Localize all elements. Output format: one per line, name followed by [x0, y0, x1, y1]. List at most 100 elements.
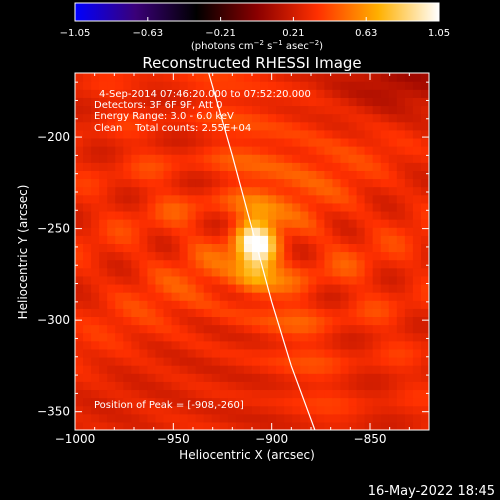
heatmap-cell: [276, 356, 285, 366]
heatmap-cell: [292, 283, 301, 293]
heatmap-cell: [99, 227, 108, 236]
heatmap-cell: [195, 97, 205, 107]
heatmap-cell: [219, 194, 229, 204]
heatmap-cell: [308, 113, 317, 123]
heatmap-cell: [268, 275, 277, 285]
heatmap-cell: [404, 283, 414, 293]
heatmap-cell: [107, 210, 116, 220]
heatmap-cell: [348, 243, 358, 253]
heatmap-cell: [252, 154, 261, 163]
heatmap-cell: [243, 154, 253, 163]
y-tick-labels: −200−250−300−350: [37, 130, 70, 419]
heatmap-cell: [404, 105, 414, 115]
heatmap-cell: [203, 373, 213, 382]
heatmap-cell: [187, 243, 197, 253]
heatmap-cell: [139, 219, 149, 228]
heatmap-cell: [219, 146, 229, 155]
heatmap-cell: [396, 129, 406, 139]
heatmap-cell: [356, 397, 366, 407]
heatmap-cell: [211, 413, 221, 423]
heatmap-cell: [83, 162, 92, 171]
heatmap-cell: [147, 113, 157, 123]
heatmap-cell: [139, 194, 149, 204]
heatmap-cell: [292, 413, 301, 423]
heatmap-cell: [284, 283, 293, 293]
heatmap-cell: [316, 194, 326, 204]
heatmap-cell: [187, 356, 197, 366]
heatmap-cell: [147, 340, 157, 350]
heatmap-cell: [203, 97, 213, 107]
heatmap-cell: [340, 405, 350, 415]
heatmap-cell: [155, 137, 165, 147]
heatmap-cell: [171, 121, 181, 131]
x-axis-label: Heliocentric X (arcsec): [179, 448, 315, 462]
heatmap-cell: [356, 146, 366, 155]
heatmap-cell: [324, 373, 334, 382]
heatmap-cell: [163, 81, 173, 90]
heatmap-cell: [356, 235, 366, 244]
heatmap-cell: [332, 300, 342, 309]
heatmap-cell: [332, 381, 342, 391]
heatmap-cell: [91, 73, 100, 82]
heatmap-cell: [123, 292, 132, 301]
heatmap-cell: [131, 194, 140, 204]
heatmap-cell: [396, 251, 406, 261]
heatmap-cell: [404, 73, 414, 82]
heatmap-cell: [324, 178, 334, 188]
heatmap-cell: [292, 267, 301, 277]
colorbar-tick-label: −0.21: [205, 28, 236, 39]
heatmap-cell: [227, 324, 237, 334]
heatmap-cell: [356, 194, 366, 204]
heatmap-cell: [211, 381, 221, 391]
heatmap-cell: [404, 292, 414, 301]
heatmap-cell: [420, 308, 429, 318]
x-tick-label: −1000: [55, 432, 96, 446]
heatmap-cell: [115, 146, 124, 155]
heatmap-cell: [219, 219, 229, 228]
heatmap-cell: [91, 300, 100, 309]
heatmap-cell: [195, 162, 205, 171]
heatmap-cell: [227, 413, 237, 423]
heatmap-cell: [372, 129, 382, 139]
heatmap-cell: [219, 316, 229, 326]
heatmap-cell: [243, 373, 253, 382]
heatmap-cell: [99, 113, 108, 123]
heatmap-cell: [276, 219, 285, 228]
heatmap-cell: [420, 389, 429, 399]
heatmap-cell: [227, 146, 237, 155]
heatmap-cell: [300, 137, 309, 147]
heatmap-cell: [171, 292, 181, 301]
heatmap-cell: [268, 73, 277, 82]
heatmap-cell: [91, 210, 100, 220]
heatmap-cell: [308, 129, 317, 139]
heatmap-cell: [420, 186, 429, 196]
heatmap-cell: [99, 97, 108, 107]
heatmap-cell: [211, 154, 221, 163]
heatmap-cell: [364, 202, 374, 212]
heatmap-cell: [99, 210, 108, 220]
heatmap-cell: [243, 332, 253, 342]
heatmap-cell: [211, 170, 221, 180]
heatmap-cell: [115, 365, 124, 374]
heatmap-cell: [300, 300, 309, 309]
heatmap-cell: [171, 421, 181, 430]
heatmap-cell: [75, 186, 84, 196]
footer-timestamp: 16-May-2022 18:45: [368, 484, 495, 499]
heatmap-cell: [252, 308, 261, 318]
heatmap-cell: [227, 89, 237, 98]
heatmap-cell: [147, 251, 157, 261]
heatmap-cell: [348, 292, 358, 301]
heatmap-cell: [179, 73, 189, 82]
heatmap-cell: [356, 162, 366, 171]
heatmap-cell: [252, 89, 261, 98]
heatmap-cell: [131, 146, 140, 155]
heatmap-cell: [75, 202, 84, 212]
heatmap-cell: [163, 259, 173, 269]
heatmap-cell: [171, 210, 181, 220]
heatmap-cell: [396, 275, 406, 285]
heatmap-cell: [187, 332, 197, 342]
heatmap-cell: [115, 405, 124, 415]
heatmap-cell: [300, 316, 309, 326]
heatmap-cell: [163, 356, 173, 366]
heatmap-cell: [300, 178, 309, 188]
